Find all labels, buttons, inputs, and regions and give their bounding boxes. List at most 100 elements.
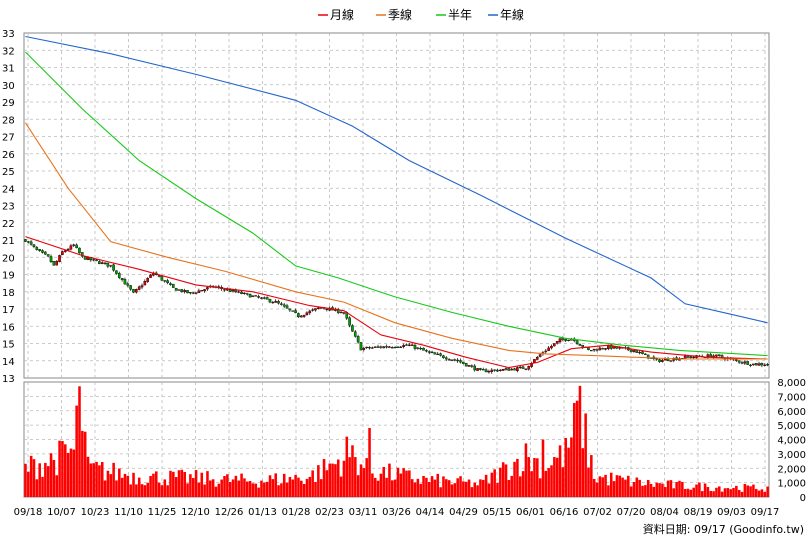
candle-body (299, 315, 303, 318)
volume-bar (334, 464, 337, 497)
moving-average-line (25, 51, 768, 357)
candle-body (510, 368, 513, 371)
volume-bar (555, 457, 559, 497)
volume-bar (581, 448, 585, 497)
candle-body (262, 297, 266, 299)
candle-body (706, 354, 710, 358)
volume-bar (348, 457, 351, 497)
volume-bar (462, 481, 465, 497)
volume-bar (382, 466, 386, 497)
candle-body (280, 303, 283, 305)
candle-body (166, 280, 169, 284)
candle-body (578, 344, 582, 346)
volume-bar (482, 479, 485, 497)
candle-body (669, 360, 673, 362)
candle-body (427, 351, 431, 353)
candle-body (413, 344, 417, 349)
candle-body (371, 347, 374, 349)
candle-body (493, 369, 496, 371)
volume-bar (536, 458, 539, 497)
volume-bar (513, 461, 516, 497)
x-tick-label: 06/16 (550, 507, 579, 518)
volume-bar (373, 477, 377, 497)
volume-bar (612, 481, 616, 497)
candle-body (160, 275, 164, 281)
volume-bar (61, 441, 64, 497)
candle-body (734, 359, 738, 361)
volume-bar (69, 448, 73, 497)
volume-bar (663, 487, 667, 497)
volume-bar (123, 473, 127, 497)
candle-body (200, 290, 204, 292)
volume-bar (35, 479, 39, 497)
candle-body (553, 343, 556, 347)
candle-body (362, 347, 366, 350)
candle-body (80, 252, 84, 257)
candle-body (749, 364, 752, 366)
volume-bar (75, 405, 78, 497)
volume-bar (32, 459, 36, 497)
volume-bar (194, 470, 198, 497)
candle-body (203, 289, 206, 292)
volume-bar (629, 486, 633, 497)
volume-bar (507, 479, 511, 497)
candle-body (123, 279, 127, 285)
candle-body (106, 262, 110, 267)
candle-body (538, 354, 542, 357)
volume-bar (172, 471, 175, 497)
candle-body (339, 311, 343, 314)
volume-bar (732, 488, 735, 497)
candle-body (598, 347, 602, 351)
candle-body (453, 359, 457, 361)
candle-body (479, 368, 482, 370)
volume-bar (692, 487, 695, 497)
price-tick-label: 29 (2, 98, 15, 109)
volume-bar (149, 475, 152, 497)
candle-body (171, 283, 175, 288)
volume-bar (277, 485, 280, 497)
candle-body (490, 369, 494, 372)
volume-bar (163, 479, 167, 497)
volume-bar (300, 480, 303, 497)
volume-bar (735, 485, 738, 497)
volume-bar (368, 428, 371, 497)
volume-bar (746, 485, 749, 497)
volume-bar (726, 488, 730, 497)
candle-body (359, 342, 363, 351)
candle-body (302, 314, 306, 317)
candle-body (305, 312, 309, 315)
x-tick-label: 12/26 (215, 507, 244, 518)
candle-body (254, 295, 258, 297)
candle-body (388, 346, 391, 348)
volume-bar (251, 483, 255, 497)
candle-body (24, 239, 27, 242)
candle-body (291, 310, 295, 312)
x-tick-label: 03/11 (349, 507, 378, 518)
volume-tick-label: 2,000 (777, 464, 806, 475)
candle-body (422, 347, 425, 351)
volume-bar (86, 456, 90, 497)
candle-body (137, 286, 141, 290)
volume-bar (615, 475, 619, 497)
candle-body (55, 260, 59, 266)
volume-bar (66, 452, 70, 497)
volume-bar (174, 477, 178, 497)
volume-bar (92, 463, 95, 497)
volume-bar (570, 437, 573, 497)
volume-bar (527, 457, 531, 497)
volume-bar (274, 473, 277, 497)
candle-body (402, 345, 405, 348)
candle-body (661, 359, 664, 362)
volume-bar (214, 486, 218, 497)
volume-bar (78, 386, 81, 497)
volume-bar (538, 478, 542, 497)
volume-bar (499, 467, 502, 497)
candle-body (550, 345, 553, 349)
candle-body (524, 368, 528, 370)
candle-body (98, 261, 101, 264)
candle-body (72, 244, 76, 246)
volume-bar (655, 482, 659, 497)
volume-bar (720, 491, 724, 497)
volume-bar (183, 472, 186, 497)
volume-bar (479, 479, 482, 497)
